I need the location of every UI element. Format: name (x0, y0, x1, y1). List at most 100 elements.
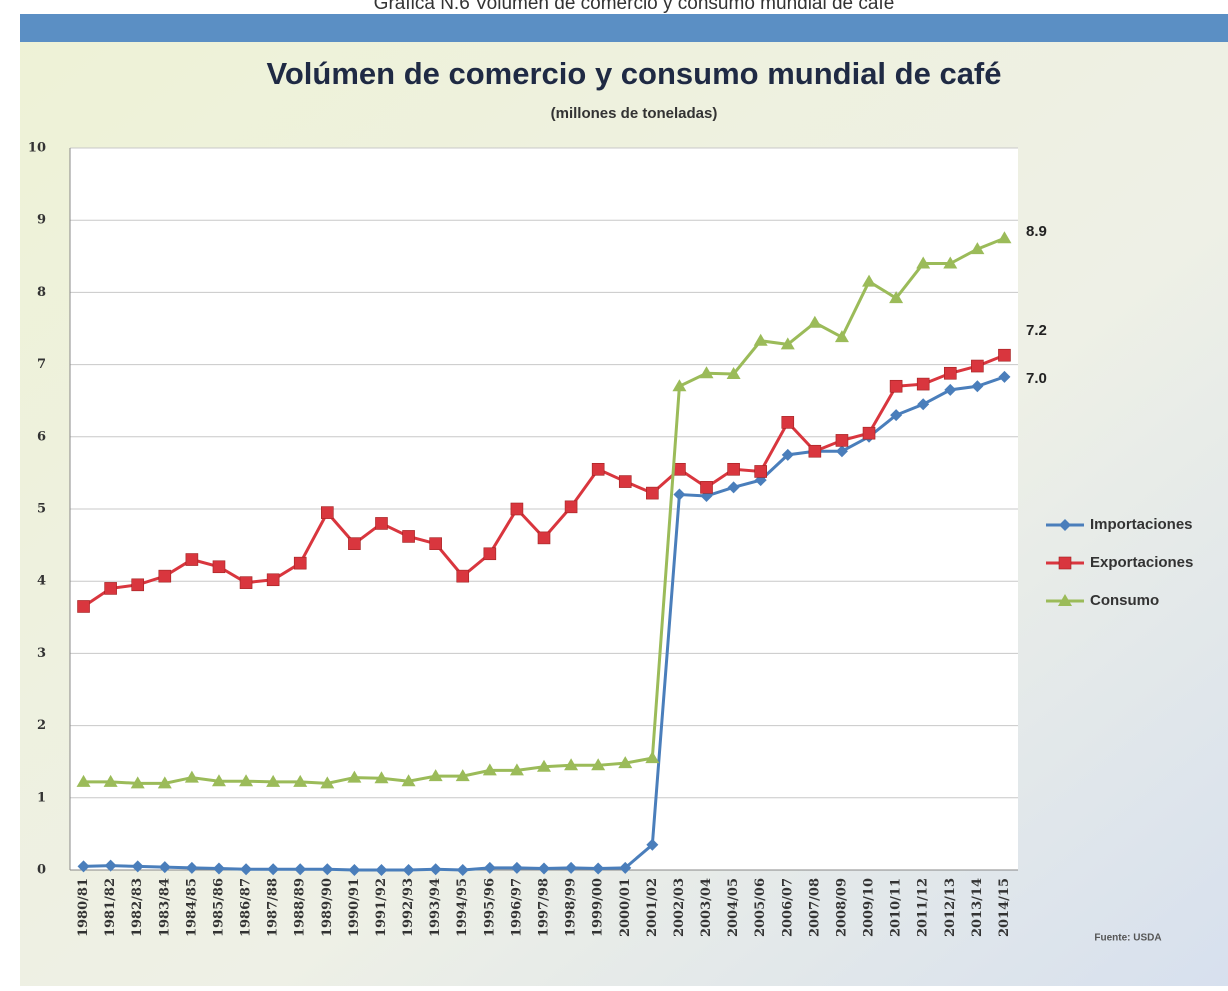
x-tick-label: 2006/07 (780, 878, 795, 937)
header-band (20, 14, 1228, 42)
data-point (347, 770, 362, 783)
data-point (646, 486, 659, 500)
x-tick-label: 1999/00 (591, 878, 606, 937)
data-point (294, 863, 307, 876)
y-tick-label: 3 (37, 646, 46, 661)
x-tick-label: 2011/12 (916, 878, 931, 937)
data-point (157, 776, 172, 789)
legend-label: Importaciones (1090, 516, 1193, 533)
x-tick-label: 1998/99 (564, 878, 579, 937)
data-point (673, 488, 686, 501)
y-tick-label: 6 (37, 429, 46, 444)
data-point (943, 256, 958, 269)
data-point (591, 758, 606, 771)
data-point (293, 556, 307, 570)
source: Fuente: USDA (1094, 933, 1161, 944)
y-tick-label: 8 (37, 285, 46, 300)
data-point (509, 763, 524, 776)
data-point (727, 462, 740, 476)
data-point (510, 502, 524, 516)
annotation: 8.9 (1026, 223, 1047, 240)
data-point (239, 774, 254, 787)
x-tick-label: 1993/94 (428, 878, 443, 937)
data-point (184, 770, 199, 783)
data-point (104, 859, 117, 872)
data-point (375, 864, 388, 876)
data-point (538, 862, 550, 875)
data-point (807, 315, 822, 328)
data-point (158, 861, 171, 874)
data-point (537, 531, 551, 545)
data-point (348, 864, 361, 876)
data-point (185, 861, 198, 874)
data-point (239, 576, 253, 589)
data-point (564, 500, 578, 514)
data-point (77, 860, 90, 873)
data-point (266, 774, 281, 787)
data-point (456, 864, 469, 876)
data-point (699, 366, 714, 379)
data-point (456, 569, 470, 583)
data-point (482, 763, 497, 776)
x-tick-label: 2002/03 (672, 878, 687, 937)
x-tick-label: 2005/06 (753, 878, 768, 937)
legend-label: Exportaciones (1090, 554, 1193, 571)
data-point (998, 348, 1011, 362)
y-tick-label: 0 (37, 863, 46, 878)
data-point (131, 578, 145, 592)
x-tick-label: 2013/14 (970, 878, 985, 937)
data-point (700, 481, 713, 494)
data-point (971, 380, 984, 393)
x-tick-label: 2010/11 (889, 878, 904, 937)
data-point (76, 774, 91, 787)
x-tick-label: 2004/05 (726, 878, 741, 937)
data-point (672, 379, 687, 392)
data-point (293, 774, 308, 787)
x-tick-label: 2000/01 (618, 878, 633, 937)
data-point (455, 769, 470, 782)
data-point (104, 582, 117, 595)
x-tick-label: 1989/90 (320, 878, 335, 937)
data-point (591, 462, 605, 476)
y-tick-label: 10 (28, 141, 46, 156)
data-point (889, 291, 904, 304)
annotation: 7.2 (1026, 322, 1047, 339)
x-tick-label: 2003/04 (699, 878, 714, 937)
legend-marker (1058, 594, 1072, 606)
data-point (131, 860, 144, 873)
data-point (944, 383, 957, 396)
y-tick-label: 4 (37, 574, 46, 589)
data-point (375, 517, 388, 530)
data-point (483, 547, 497, 561)
data-point (130, 776, 145, 789)
data-point (834, 330, 849, 343)
data-point (565, 861, 578, 874)
data-point (835, 434, 849, 447)
data-point (890, 409, 903, 422)
x-tick-label: 1983/84 (157, 878, 172, 937)
data-point (862, 426, 876, 440)
legend-label: Consumo (1090, 592, 1159, 609)
data-point (564, 758, 579, 771)
x-tick-label: 1992/93 (401, 878, 416, 937)
data-point (645, 751, 660, 764)
data-point (592, 862, 605, 875)
data-point (483, 861, 496, 874)
x-tick-label: 1991/92 (374, 878, 389, 937)
data-point (321, 506, 334, 519)
chart-title: Volúmen de comercio y consumo mundial de… (267, 56, 1002, 91)
x-tick-label: 2014/15 (997, 878, 1012, 937)
y-tick-label: 5 (37, 502, 46, 517)
x-tick-label: 2008/09 (834, 878, 849, 937)
data-point (673, 462, 686, 476)
y-tick-label: 1 (37, 790, 46, 805)
x-tick-label: 1997/98 (537, 878, 552, 937)
x-tick-label: 2001/02 (645, 878, 660, 937)
data-point (428, 769, 443, 782)
x-tick-label: 1981/82 (103, 878, 118, 937)
data-point (862, 274, 877, 287)
data-point (754, 465, 767, 478)
data-point (618, 756, 633, 769)
